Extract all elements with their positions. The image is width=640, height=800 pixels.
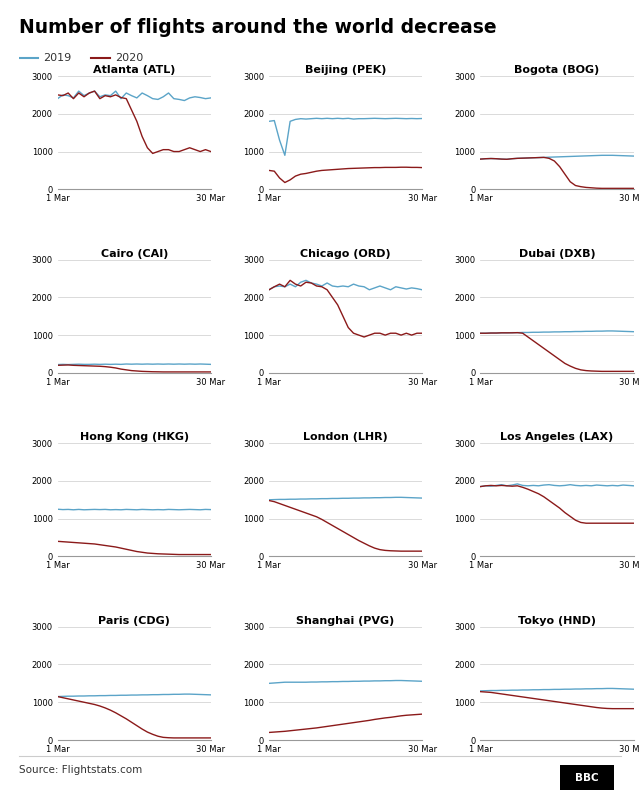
Text: BBC: BBC: [575, 773, 599, 782]
Text: Number of flights around the world decrease: Number of flights around the world decre…: [19, 18, 497, 37]
Title: Los Angeles (LAX): Los Angeles (LAX): [500, 432, 614, 442]
Title: Shanghai (PVG): Shanghai (PVG): [296, 616, 395, 626]
Title: Tokyo (HND): Tokyo (HND): [518, 616, 596, 626]
Title: Cairo (CAI): Cairo (CAI): [100, 249, 168, 258]
Title: Beijing (PEK): Beijing (PEK): [305, 66, 387, 75]
Title: Paris (CDG): Paris (CDG): [99, 616, 170, 626]
Title: Atlanta (ATL): Atlanta (ATL): [93, 66, 175, 75]
Title: London (LHR): London (LHR): [303, 432, 388, 442]
Text: 2019: 2019: [44, 54, 72, 63]
Title: Chicago (ORD): Chicago (ORD): [300, 249, 391, 258]
Text: Source: Flightstats.com: Source: Flightstats.com: [19, 765, 143, 774]
Title: Dubai (DXB): Dubai (DXB): [518, 249, 595, 258]
Text: 2020: 2020: [115, 54, 143, 63]
Title: Hong Kong (HKG): Hong Kong (HKG): [79, 432, 189, 442]
Title: Bogota (BOG): Bogota (BOG): [515, 66, 600, 75]
